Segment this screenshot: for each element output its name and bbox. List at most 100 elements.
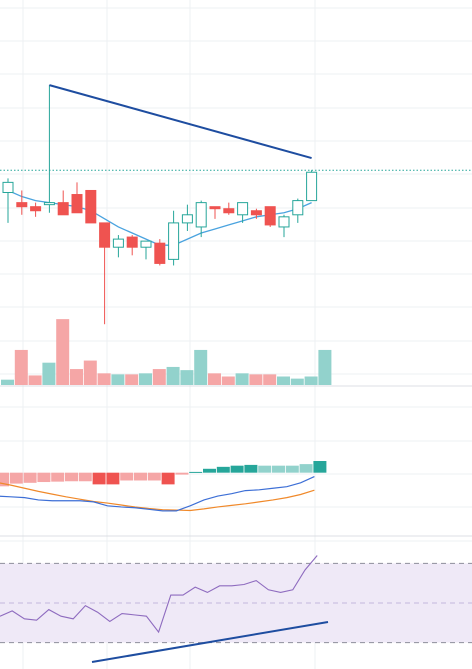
macd-histogram-bar bbox=[9, 472, 23, 484]
candle-body-up bbox=[292, 200, 304, 216]
volume-bar bbox=[42, 362, 56, 385]
macd-histogram-bar bbox=[0, 472, 9, 487]
macd-dea-line bbox=[0, 482, 315, 512]
candlestick[interactable] bbox=[71, 182, 83, 214]
macd-histogram-bar bbox=[285, 465, 299, 473]
volume-bar bbox=[1, 379, 14, 385]
volume-bar bbox=[56, 319, 70, 385]
rsi-line bbox=[0, 555, 318, 634]
candlestick[interactable] bbox=[126, 235, 138, 256]
price-panel[interactable] bbox=[0, 84, 472, 325]
candlestick[interactable] bbox=[306, 170, 318, 202]
macd-histogram-bar bbox=[189, 471, 203, 473]
volume-bar bbox=[318, 349, 332, 385]
candle-body-down bbox=[16, 202, 28, 208]
volume-bar bbox=[290, 378, 304, 385]
candlestick[interactable] bbox=[99, 222, 111, 325]
volume-bar bbox=[304, 376, 318, 385]
volume-panel[interactable] bbox=[1, 319, 332, 385]
volume-bar bbox=[83, 360, 97, 385]
macd-histogram-bar bbox=[272, 465, 285, 473]
candlestick[interactable] bbox=[2, 178, 14, 223]
candlestick[interactable] bbox=[278, 214, 290, 238]
candlestick[interactable] bbox=[30, 202, 42, 217]
volume-bar bbox=[166, 366, 180, 385]
macd-histogram-bar bbox=[203, 468, 216, 473]
macd-panel[interactable] bbox=[0, 461, 327, 512]
candlestick[interactable] bbox=[223, 202, 235, 215]
volume-bar bbox=[125, 374, 139, 385]
candle-body-up bbox=[140, 240, 152, 248]
candle-body-up bbox=[43, 202, 55, 206]
volume-bar bbox=[70, 369, 83, 385]
volume-bar bbox=[180, 370, 194, 385]
candle-body-down bbox=[30, 206, 42, 212]
volume-bar bbox=[208, 373, 221, 385]
macd-histogram-bar bbox=[37, 472, 51, 483]
volume-bar bbox=[152, 369, 166, 385]
candlestick[interactable] bbox=[250, 208, 262, 219]
rsi-trendline[interactable] bbox=[91, 621, 329, 663]
candlestick[interactable] bbox=[140, 240, 152, 260]
candle-body-down bbox=[223, 208, 235, 214]
candle-body-down bbox=[71, 194, 83, 214]
macd-histogram-bar bbox=[23, 472, 37, 483]
candlestick[interactable] bbox=[181, 204, 193, 231]
candlestick[interactable] bbox=[57, 190, 69, 216]
volume-bar bbox=[249, 374, 263, 385]
price-trendline[interactable] bbox=[49, 84, 312, 160]
candle-body-up bbox=[2, 181, 14, 194]
volume-bar bbox=[235, 373, 249, 385]
candle-body-up bbox=[181, 214, 193, 224]
volume-bar bbox=[194, 349, 208, 385]
macd-histogram-bar bbox=[299, 464, 313, 473]
volume-bar bbox=[28, 375, 42, 385]
candle-body-up bbox=[112, 238, 124, 248]
candlestick[interactable] bbox=[112, 235, 124, 258]
macd-histogram-bar bbox=[161, 472, 175, 485]
macd-histogram-bar bbox=[106, 472, 120, 485]
macd-histogram-bar bbox=[134, 472, 147, 481]
macd-dif-line bbox=[0, 476, 315, 512]
candlestick[interactable] bbox=[85, 189, 97, 224]
volume-bar bbox=[277, 376, 290, 385]
candle-body-down bbox=[126, 236, 138, 248]
candlestick[interactable] bbox=[209, 206, 221, 219]
candlestick[interactable] bbox=[195, 200, 207, 238]
macd-histogram-bar bbox=[175, 472, 189, 475]
volume-bar bbox=[221, 376, 235, 385]
candlestick[interactable] bbox=[237, 202, 249, 223]
candlestick[interactable] bbox=[168, 210, 180, 266]
candle-body-up bbox=[278, 216, 290, 228]
candle-body-down bbox=[154, 242, 166, 264]
candle-body-up bbox=[195, 202, 207, 228]
macd-histogram-bar bbox=[244, 464, 258, 473]
candlestick[interactable] bbox=[43, 85, 55, 213]
candle-body-down bbox=[209, 206, 221, 210]
candlestick[interactable] bbox=[154, 239, 166, 266]
candlestick[interactable] bbox=[16, 190, 28, 215]
volume-bar bbox=[111, 374, 125, 385]
candlestick[interactable] bbox=[264, 206, 276, 227]
volume-bar bbox=[263, 374, 277, 385]
macd-histogram-bar bbox=[147, 472, 161, 481]
volume-bar bbox=[139, 373, 152, 385]
rsi-panel[interactable] bbox=[0, 555, 472, 663]
macd-histogram-bar bbox=[258, 465, 272, 473]
macd-histogram-bar bbox=[230, 465, 244, 473]
candle-body-down bbox=[57, 202, 69, 216]
candle-body-up bbox=[237, 202, 249, 216]
candle-body-down bbox=[85, 189, 97, 224]
macd-histogram-bar bbox=[65, 472, 78, 482]
macd-histogram-bar bbox=[120, 472, 134, 481]
macd-histogram-bar bbox=[313, 461, 327, 473]
macd-histogram-bar bbox=[216, 466, 230, 473]
volume-bar bbox=[97, 373, 111, 385]
candlestick[interactable] bbox=[292, 198, 304, 223]
candle-body-up bbox=[168, 222, 180, 260]
macd-histogram-bar bbox=[92, 472, 106, 485]
candle-body-down bbox=[99, 222, 111, 248]
candle-body-down bbox=[264, 206, 276, 226]
candle-body-up bbox=[306, 171, 318, 202]
